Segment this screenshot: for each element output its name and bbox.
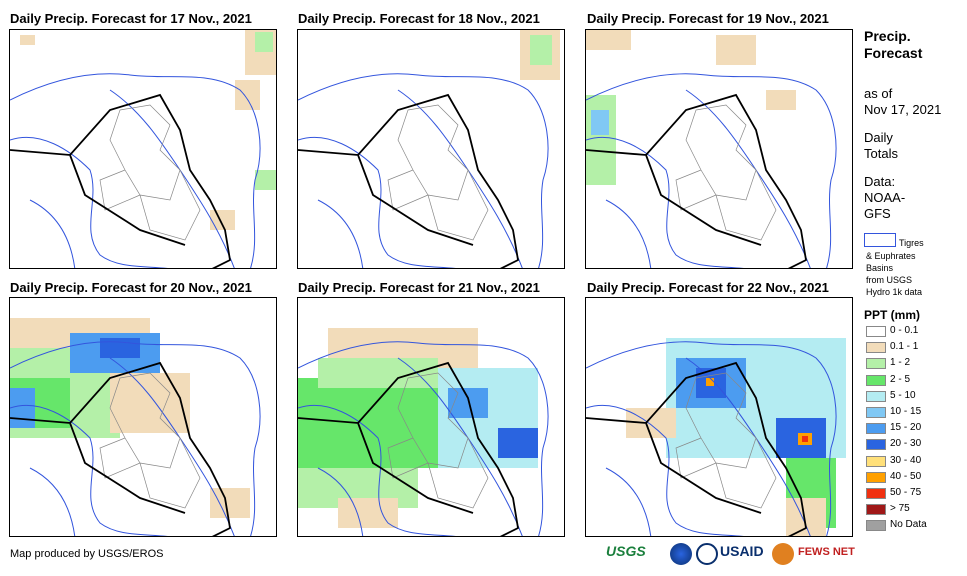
map-canvas xyxy=(10,318,261,536)
legend-swatch xyxy=(866,520,886,532)
legend-label: No Data xyxy=(890,519,927,531)
country-border xyxy=(586,93,807,268)
map-panel-17 xyxy=(9,29,277,269)
basin-line-5: Hydro 1k data xyxy=(866,287,923,297)
asof-line-1: as of xyxy=(864,86,893,101)
admin-boundaries xyxy=(99,104,201,241)
admin-boundaries xyxy=(99,372,201,509)
precip-field xyxy=(586,30,796,185)
legend-swatch xyxy=(866,374,886,386)
daily-totals-text: Daily Totals xyxy=(864,130,964,162)
panel-title-19: Daily Precip. Forecast for 19 Nov., 2021 xyxy=(587,11,829,26)
country-border xyxy=(586,361,807,536)
legend-swatch xyxy=(866,488,886,499)
asof-line-2: Nov 17, 2021 xyxy=(864,102,942,117)
noaa-logo-icon xyxy=(670,543,692,565)
basin-line-3: Basins xyxy=(866,263,894,273)
legend-label: 40 - 50 xyxy=(890,470,922,482)
legend-label: 2 - 5 xyxy=(890,373,911,385)
data-line-1: Data: xyxy=(864,174,896,189)
legend-swatch xyxy=(866,407,886,418)
usgs-logo: USGS xyxy=(606,543,646,559)
panel-title-18: Daily Precip. Forecast for 18 Nov., 2021 xyxy=(298,11,540,26)
sidebar-title: Precip. Forecast xyxy=(864,28,964,62)
legend-label: 15 - 20 xyxy=(890,422,922,434)
data-line-2: NOAA- xyxy=(864,190,906,205)
map-canvas xyxy=(298,328,549,536)
country-border xyxy=(10,361,231,536)
data-source-text: Data: NOAA- GFS xyxy=(864,174,964,222)
basin-line-2: & Euphrates xyxy=(866,251,916,261)
admin-boundaries xyxy=(387,104,489,241)
as-of-text: as of Nov 17, 2021 xyxy=(864,86,964,118)
legend-label: 0 - 0.1 xyxy=(890,325,919,336)
map-panel-18 xyxy=(297,29,565,269)
title-line-2: Forecast xyxy=(864,45,923,61)
fews-net-logo: FEWS NET xyxy=(798,546,855,558)
admin-boundaries xyxy=(675,372,777,509)
map-panel-20 xyxy=(9,297,277,537)
legend-label: 50 - 75 xyxy=(890,487,922,498)
legend-label: 5 - 10 xyxy=(890,389,916,401)
legend-label: 20 - 30 xyxy=(890,438,922,450)
basin-outline xyxy=(586,73,837,268)
legend-swatch xyxy=(866,326,886,337)
precip-field xyxy=(20,30,276,230)
legend-label: 0.1 - 1 xyxy=(890,341,919,353)
daily-line-2: Totals xyxy=(864,146,898,161)
legend-swatch xyxy=(866,342,886,354)
panel-title-22: Daily Precip. Forecast for 22 Nov., 2021 xyxy=(587,280,829,295)
legend-swatch xyxy=(866,471,886,483)
legend-label: 10 - 15 xyxy=(890,406,922,417)
admin-boundaries xyxy=(387,372,489,509)
panel-title-20: Daily Precip. Forecast for 20 Nov., 2021 xyxy=(10,280,252,295)
legend-swatch xyxy=(866,390,886,402)
country-border xyxy=(10,93,231,268)
precip-field xyxy=(520,30,560,80)
legend-swatch xyxy=(866,423,886,435)
map-panel-19 xyxy=(585,29,853,269)
usaid-logo: USAID xyxy=(720,543,764,559)
country-border xyxy=(298,93,519,268)
precip-field xyxy=(10,318,250,518)
legend-title: PPT (mm) xyxy=(864,308,921,322)
map-canvas xyxy=(298,30,560,268)
precip-field xyxy=(626,338,846,536)
legend-swatch xyxy=(866,358,886,370)
basin-outline xyxy=(298,73,549,268)
legend-label: > 75 xyxy=(890,503,910,515)
data-line-3: GFS xyxy=(864,206,891,221)
basin-line-1: Tigres xyxy=(899,238,924,248)
daily-line-1: Daily xyxy=(864,130,893,145)
admin-boundaries xyxy=(675,104,777,241)
usaid-seal-icon xyxy=(696,543,718,565)
map-canvas xyxy=(586,30,837,268)
legend-swatch xyxy=(866,455,886,467)
map-credit: Map produced by USGS/EROS xyxy=(10,548,164,560)
map-canvas xyxy=(10,30,276,268)
basin-legend-swatch xyxy=(864,233,896,247)
panel-title-21: Daily Precip. Forecast for 21 Nov., 2021 xyxy=(298,280,540,295)
fews-net-icon xyxy=(772,543,794,565)
panel-title-17: Daily Precip. Forecast for 17 Nov., 2021 xyxy=(10,11,252,26)
map-canvas xyxy=(586,338,846,536)
country-border xyxy=(298,361,519,536)
title-line-1: Precip. xyxy=(864,28,911,44)
basin-outline xyxy=(10,341,261,536)
basin-line-4: from USGS xyxy=(866,275,913,285)
precip-field xyxy=(298,328,538,528)
legend-swatch xyxy=(866,504,886,516)
legend-swatch xyxy=(866,439,886,451)
legend-label: 30 - 40 xyxy=(890,454,922,466)
map-panel-22 xyxy=(585,297,853,537)
map-panel-21 xyxy=(297,297,565,537)
legend-label: 1 - 2 xyxy=(890,357,911,369)
